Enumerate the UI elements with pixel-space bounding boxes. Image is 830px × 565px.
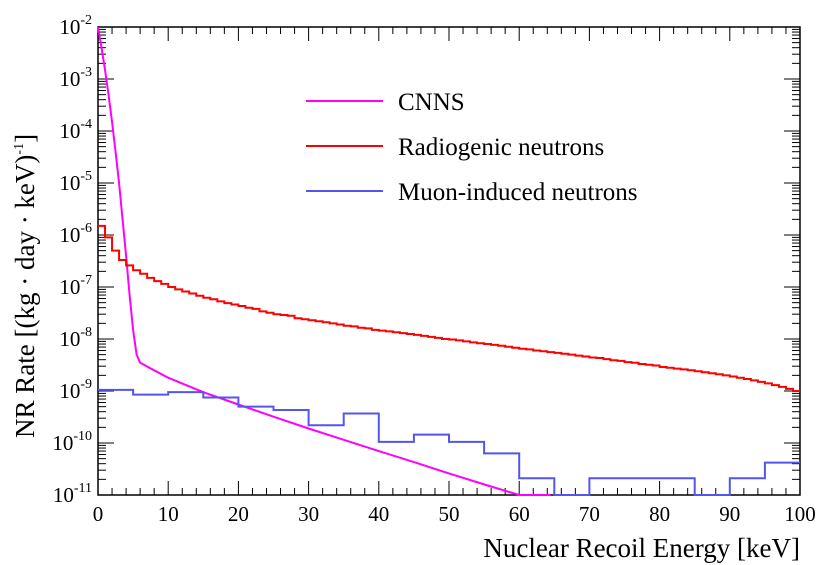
x-ticks: 0 10 20 30 40 50 60 70 80 90 100	[93, 27, 816, 526]
radiogenic-neutrons-histogram	[98, 224, 800, 392]
x-tick-label: 80	[649, 502, 670, 526]
x-tick-label: 10	[158, 502, 179, 526]
cnns-curve	[97, 26, 551, 496]
y-tick-label: 10-2	[59, 13, 92, 39]
y-axis-title-exp: -1	[12, 143, 27, 155]
legend-entry-radiogenic-neutrons: Radiogenic neutrons	[306, 134, 604, 161]
y-axis-title: NR Rate [(kg · day · keV)-1]	[10, 134, 40, 438]
legend-entry-muon-induced-neutrons: Muon-induced neutrons	[306, 179, 638, 206]
y-tick-label: 10-8	[59, 325, 92, 351]
y-axis-title-main: NR Rate [(kg · day · keV)	[10, 155, 40, 438]
x-axis-title: Nuclear Recoil Energy [keV]	[483, 533, 800, 563]
x-tick-label: 40	[368, 502, 389, 526]
legend: CNNS Radiogenic neutrons Muon-induced neut…	[306, 89, 638, 206]
y-tick-label: 10-7	[59, 273, 92, 299]
y-axis-title-close: ]	[10, 134, 40, 143]
x-tick-label: 100	[784, 502, 816, 526]
muon-induced-neutrons-histogram	[98, 388, 800, 496]
y-ticks: 10-11 10-10 10-9 10-8 10-7 10-6 10-5 10-4 10-3 10…	[52, 13, 800, 507]
x-tick-label: 0	[93, 502, 104, 526]
y-tick-label: 10-9	[59, 377, 92, 403]
y-tick-label: 10-6	[59, 221, 92, 247]
x-tick-label: 70	[579, 502, 600, 526]
legend-label: CNNS	[398, 89, 465, 116]
legend-label: Muon-induced neutrons	[398, 179, 638, 206]
y-tick-label: 10-4	[59, 117, 92, 143]
y-tick-label: 10-10	[52, 429, 92, 455]
y-tick-label: 10-3	[59, 65, 92, 91]
series-layer	[97, 26, 800, 496]
x-tick-label: 90	[719, 502, 740, 526]
y-tick-label: 10-11	[53, 481, 92, 507]
legend-entry-cnns: CNNS	[306, 89, 465, 116]
x-tick-label: 60	[509, 502, 530, 526]
x-tick-label: 20	[228, 502, 249, 526]
x-tick-label: 50	[439, 502, 460, 526]
x-tick-label: 30	[298, 502, 319, 526]
y-tick-label: 10-5	[59, 169, 92, 195]
legend-label: Radiogenic neutrons	[398, 134, 604, 161]
